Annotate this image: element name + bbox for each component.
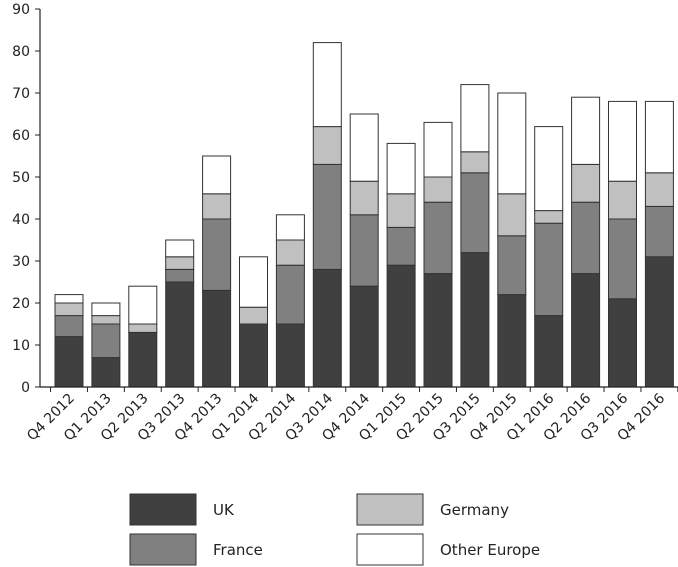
- bar-segment-france: [460, 172, 490, 254]
- bar-segment-france: [54, 315, 84, 338]
- bar-segment-france: [608, 218, 637, 300]
- y-tick-label: 20: [12, 296, 30, 312]
- legend-label-uk: UK: [213, 501, 235, 519]
- legend-label-germany: Germany: [440, 501, 509, 519]
- y-tick-label: 80: [12, 44, 30, 60]
- bar-segment-other-europe: [460, 84, 490, 153]
- bar-segment-other-europe: [497, 92, 527, 195]
- legend-swatch-other-europe: [356, 533, 424, 566]
- bar-segment-france: [202, 218, 232, 291]
- bar-segment-uk: [386, 264, 416, 388]
- bar-segment-uk: [460, 252, 490, 388]
- bar-segment-germany: [571, 163, 601, 203]
- y-tick-label: 90: [12, 2, 30, 18]
- bar-segment-other-europe: [386, 142, 416, 195]
- bar-segment-uk: [312, 268, 342, 388]
- bar-segment-uk: [91, 357, 121, 388]
- bar-segment-france: [571, 201, 601, 275]
- bar-segment-uk: [571, 273, 601, 388]
- bar-segment-other-europe: [239, 256, 268, 308]
- bar-segment-germany: [608, 180, 637, 220]
- bar-segment-other-europe: [608, 100, 637, 182]
- y-tick-label: 50: [12, 170, 30, 186]
- legend-label-france: France: [213, 541, 263, 559]
- bar-segment-uk: [644, 256, 674, 388]
- bar-segment-other-europe: [534, 126, 564, 212]
- y-tick-label: 10: [12, 338, 30, 354]
- bar-segment-france: [312, 163, 342, 270]
- bar-segment-uk: [534, 315, 564, 388]
- bar-segment-other-europe: [128, 285, 158, 325]
- legend-swatch-france: [129, 533, 197, 566]
- bar-segment-france: [534, 222, 564, 317]
- legend-swatch-germany: [356, 493, 424, 526]
- bar-segment-germany: [497, 193, 527, 237]
- bar-segment-other-europe: [312, 42, 342, 128]
- bar-segment-germany: [386, 193, 416, 228]
- legend-swatch-uk: [129, 493, 197, 526]
- bar-segment-uk: [165, 281, 195, 388]
- bar-segment-france: [275, 264, 305, 325]
- y-tick-label: 0: [21, 380, 30, 396]
- bar-segment-uk: [423, 273, 453, 388]
- bar-segment-uk: [128, 331, 158, 388]
- bar-segment-germany: [165, 256, 195, 270]
- bar-segment-germany: [312, 126, 342, 165]
- bar-segment-germany: [423, 176, 453, 203]
- legend-label-other-europe: Other Europe: [440, 541, 540, 559]
- bar-segment-uk: [608, 298, 637, 388]
- bar-segment-uk: [54, 336, 84, 388]
- bar-segment-other-europe: [91, 302, 121, 317]
- legend: UK France Germany Other Europe: [129, 493, 540, 566]
- bar-segment-france: [423, 201, 453, 275]
- y-tick-label: 30: [12, 254, 30, 270]
- bar-segment-germany: [349, 180, 379, 216]
- bar-segment-france: [91, 323, 121, 359]
- y-tick-label: 40: [12, 212, 30, 228]
- bar-segment-other-europe: [202, 155, 232, 195]
- bar-segment-france: [165, 268, 195, 283]
- bar-segment-other-europe: [349, 113, 379, 182]
- bar-segment-france: [386, 226, 416, 266]
- bar-segment-france: [497, 235, 527, 296]
- bar-segment-other-europe: [54, 294, 84, 304]
- bar-segment-germany: [239, 306, 268, 325]
- bar-segment-germany: [460, 151, 490, 174]
- bar-segment-france: [349, 214, 379, 287]
- bar-segment-other-europe: [571, 96, 601, 165]
- bar-segment-germany: [91, 315, 121, 325]
- bar-segment-other-europe: [275, 214, 305, 241]
- bar-segment-germany: [275, 239, 305, 266]
- bar-segment-germany: [54, 302, 84, 317]
- y-tick-label: 60: [12, 128, 30, 144]
- bar-segment-germany: [534, 210, 564, 224]
- bar-segment-uk: [202, 289, 232, 388]
- bars-layer: [54, 42, 674, 388]
- bar-segment-uk: [497, 294, 527, 388]
- bar-segment-other-europe: [423, 121, 453, 178]
- bar-segment-germany: [202, 193, 232, 220]
- bar-segment-other-europe: [165, 239, 195, 258]
- bar-segment-uk: [275, 323, 305, 388]
- bar-segment-uk: [239, 323, 268, 388]
- y-tick-label: 70: [12, 86, 30, 102]
- bar-segment-france: [644, 205, 674, 258]
- bar-segment-germany: [128, 323, 158, 333]
- bar-segment-germany: [644, 172, 674, 207]
- bar-segment-uk: [349, 285, 379, 388]
- bar-segment-other-europe: [644, 100, 674, 174]
